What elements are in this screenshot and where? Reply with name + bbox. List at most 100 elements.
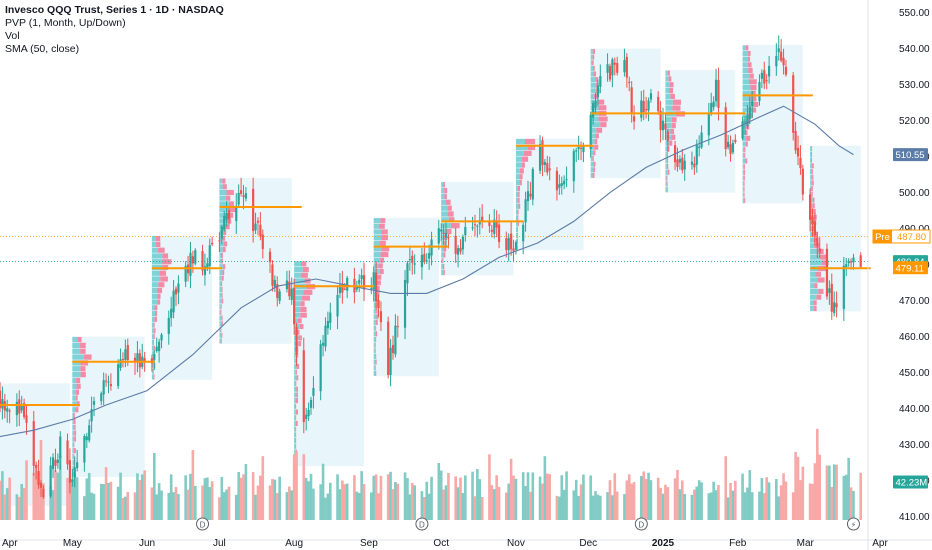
candle-body bbox=[828, 288, 831, 293]
profile-row-down bbox=[595, 77, 599, 83]
volume-bar bbox=[476, 469, 479, 520]
volume-bar bbox=[242, 474, 245, 520]
candle-body bbox=[548, 168, 551, 171]
profile-row-down bbox=[811, 168, 813, 175]
profile-row-up bbox=[810, 248, 819, 254]
lightning-marker bbox=[846, 517, 860, 531]
profile-row-down bbox=[666, 187, 668, 193]
legend-vol[interactable]: Vol bbox=[5, 30, 20, 42]
volume-bar bbox=[218, 497, 221, 520]
profile-row-down bbox=[517, 197, 520, 203]
volume-bar bbox=[423, 496, 426, 520]
profile-row-up bbox=[219, 338, 221, 344]
profile-row-down bbox=[743, 169, 746, 175]
profile-row-down bbox=[295, 415, 297, 421]
profile-row-up bbox=[219, 195, 226, 201]
profile-row-up bbox=[810, 254, 821, 260]
candle-body bbox=[640, 100, 643, 118]
profile-row-up bbox=[810, 208, 814, 215]
volume-bar bbox=[656, 477, 660, 520]
profile-row-down bbox=[375, 319, 378, 325]
profile-row-up bbox=[742, 130, 746, 136]
volume-bar bbox=[273, 479, 277, 520]
volume-bar bbox=[254, 494, 257, 520]
profile-row-down bbox=[444, 193, 447, 200]
candle-body bbox=[184, 265, 187, 282]
profile-row-up bbox=[441, 199, 447, 205]
volume-bar bbox=[454, 476, 457, 520]
profile-row-down bbox=[666, 152, 669, 158]
candle-body bbox=[100, 393, 103, 402]
profile-row-down bbox=[517, 238, 518, 245]
profile-row-down bbox=[380, 257, 385, 263]
profile-row-down bbox=[670, 128, 675, 135]
profile-row-up bbox=[590, 88, 596, 94]
candle-body bbox=[307, 409, 310, 417]
volume-bar bbox=[818, 454, 822, 520]
volume-bar bbox=[521, 472, 525, 520]
profile-row-down bbox=[374, 365, 376, 371]
sma-line bbox=[0, 105, 854, 438]
profile-bg-9 bbox=[665, 70, 736, 193]
candle-body bbox=[194, 250, 197, 264]
candle-body bbox=[645, 109, 648, 111]
volume-bar bbox=[302, 454, 306, 520]
candle-body bbox=[54, 459, 57, 466]
legend-pvp[interactable]: PVP (1, Month, Up/Down) bbox=[5, 17, 126, 29]
profile-row-up bbox=[294, 318, 298, 324]
chart-legend: Invesco QQQ Trust, Series 1 · 1D · NASDA… bbox=[5, 4, 224, 56]
profile-row-up bbox=[151, 351, 154, 357]
volume-bar bbox=[471, 471, 474, 520]
volume-bar bbox=[543, 456, 547, 520]
candle-body bbox=[8, 410, 11, 412]
profile-row-up bbox=[810, 157, 812, 163]
volume-bar bbox=[107, 482, 110, 520]
candle-body bbox=[729, 144, 732, 154]
volume-bar bbox=[579, 484, 583, 520]
volume-bar bbox=[155, 494, 159, 520]
candle-body bbox=[225, 212, 228, 220]
candle-body bbox=[20, 404, 23, 411]
profile-row-up bbox=[219, 264, 223, 270]
candle-body bbox=[408, 259, 411, 261]
candle-body bbox=[278, 291, 281, 301]
profile-row-up bbox=[219, 304, 221, 310]
profile-row-down bbox=[747, 56, 751, 62]
time-axis[interactable]: Apr May Jun Jul Aug Sep Oct Nov Dec 2025 Feb Mar Apr bbox=[0, 538, 932, 549]
profile-row-up bbox=[810, 294, 817, 300]
profile-row-up bbox=[294, 289, 304, 295]
profile-row-up bbox=[72, 401, 77, 407]
candle-body bbox=[833, 302, 836, 314]
volume-bar bbox=[695, 486, 699, 520]
profile-row-down bbox=[666, 175, 668, 181]
profile-row-up bbox=[441, 211, 448, 217]
profile-row-down bbox=[80, 366, 86, 372]
profile-row-down bbox=[296, 363, 300, 369]
candle-body bbox=[712, 101, 715, 108]
volume-bar bbox=[613, 473, 617, 520]
time-tick-label: Apr bbox=[2, 538, 18, 549]
legend-title[interactable]: Invesco QQQ Trust, Series 1 · 1D · NASDA… bbox=[5, 4, 224, 16]
legend-sma[interactable]: SMA (50, close) bbox=[5, 43, 80, 55]
candle-body bbox=[358, 279, 361, 284]
volume-bar bbox=[661, 493, 665, 520]
price-axis[interactable]: 410.00420.00430.00440.00450.00460.00470.… bbox=[867, 0, 930, 550]
profile-row-down bbox=[820, 254, 827, 260]
candle-body bbox=[23, 403, 26, 417]
profile-row-down bbox=[672, 99, 681, 105]
profile-row-down bbox=[159, 270, 167, 276]
candle-body bbox=[211, 242, 214, 245]
profile-row-up bbox=[810, 163, 812, 169]
candle-body bbox=[32, 421, 35, 466]
volume-bar bbox=[690, 494, 694, 520]
candle-body bbox=[126, 345, 129, 361]
profile-row-up bbox=[373, 319, 376, 325]
candle-body bbox=[596, 85, 600, 98]
profile-row-down bbox=[295, 409, 299, 415]
candle-body bbox=[842, 265, 845, 309]
profile-row-up bbox=[151, 316, 155, 322]
profile-row-down bbox=[666, 163, 669, 169]
price-tick-label: 410.00 bbox=[899, 512, 930, 523]
profile-row-up bbox=[810, 186, 812, 192]
